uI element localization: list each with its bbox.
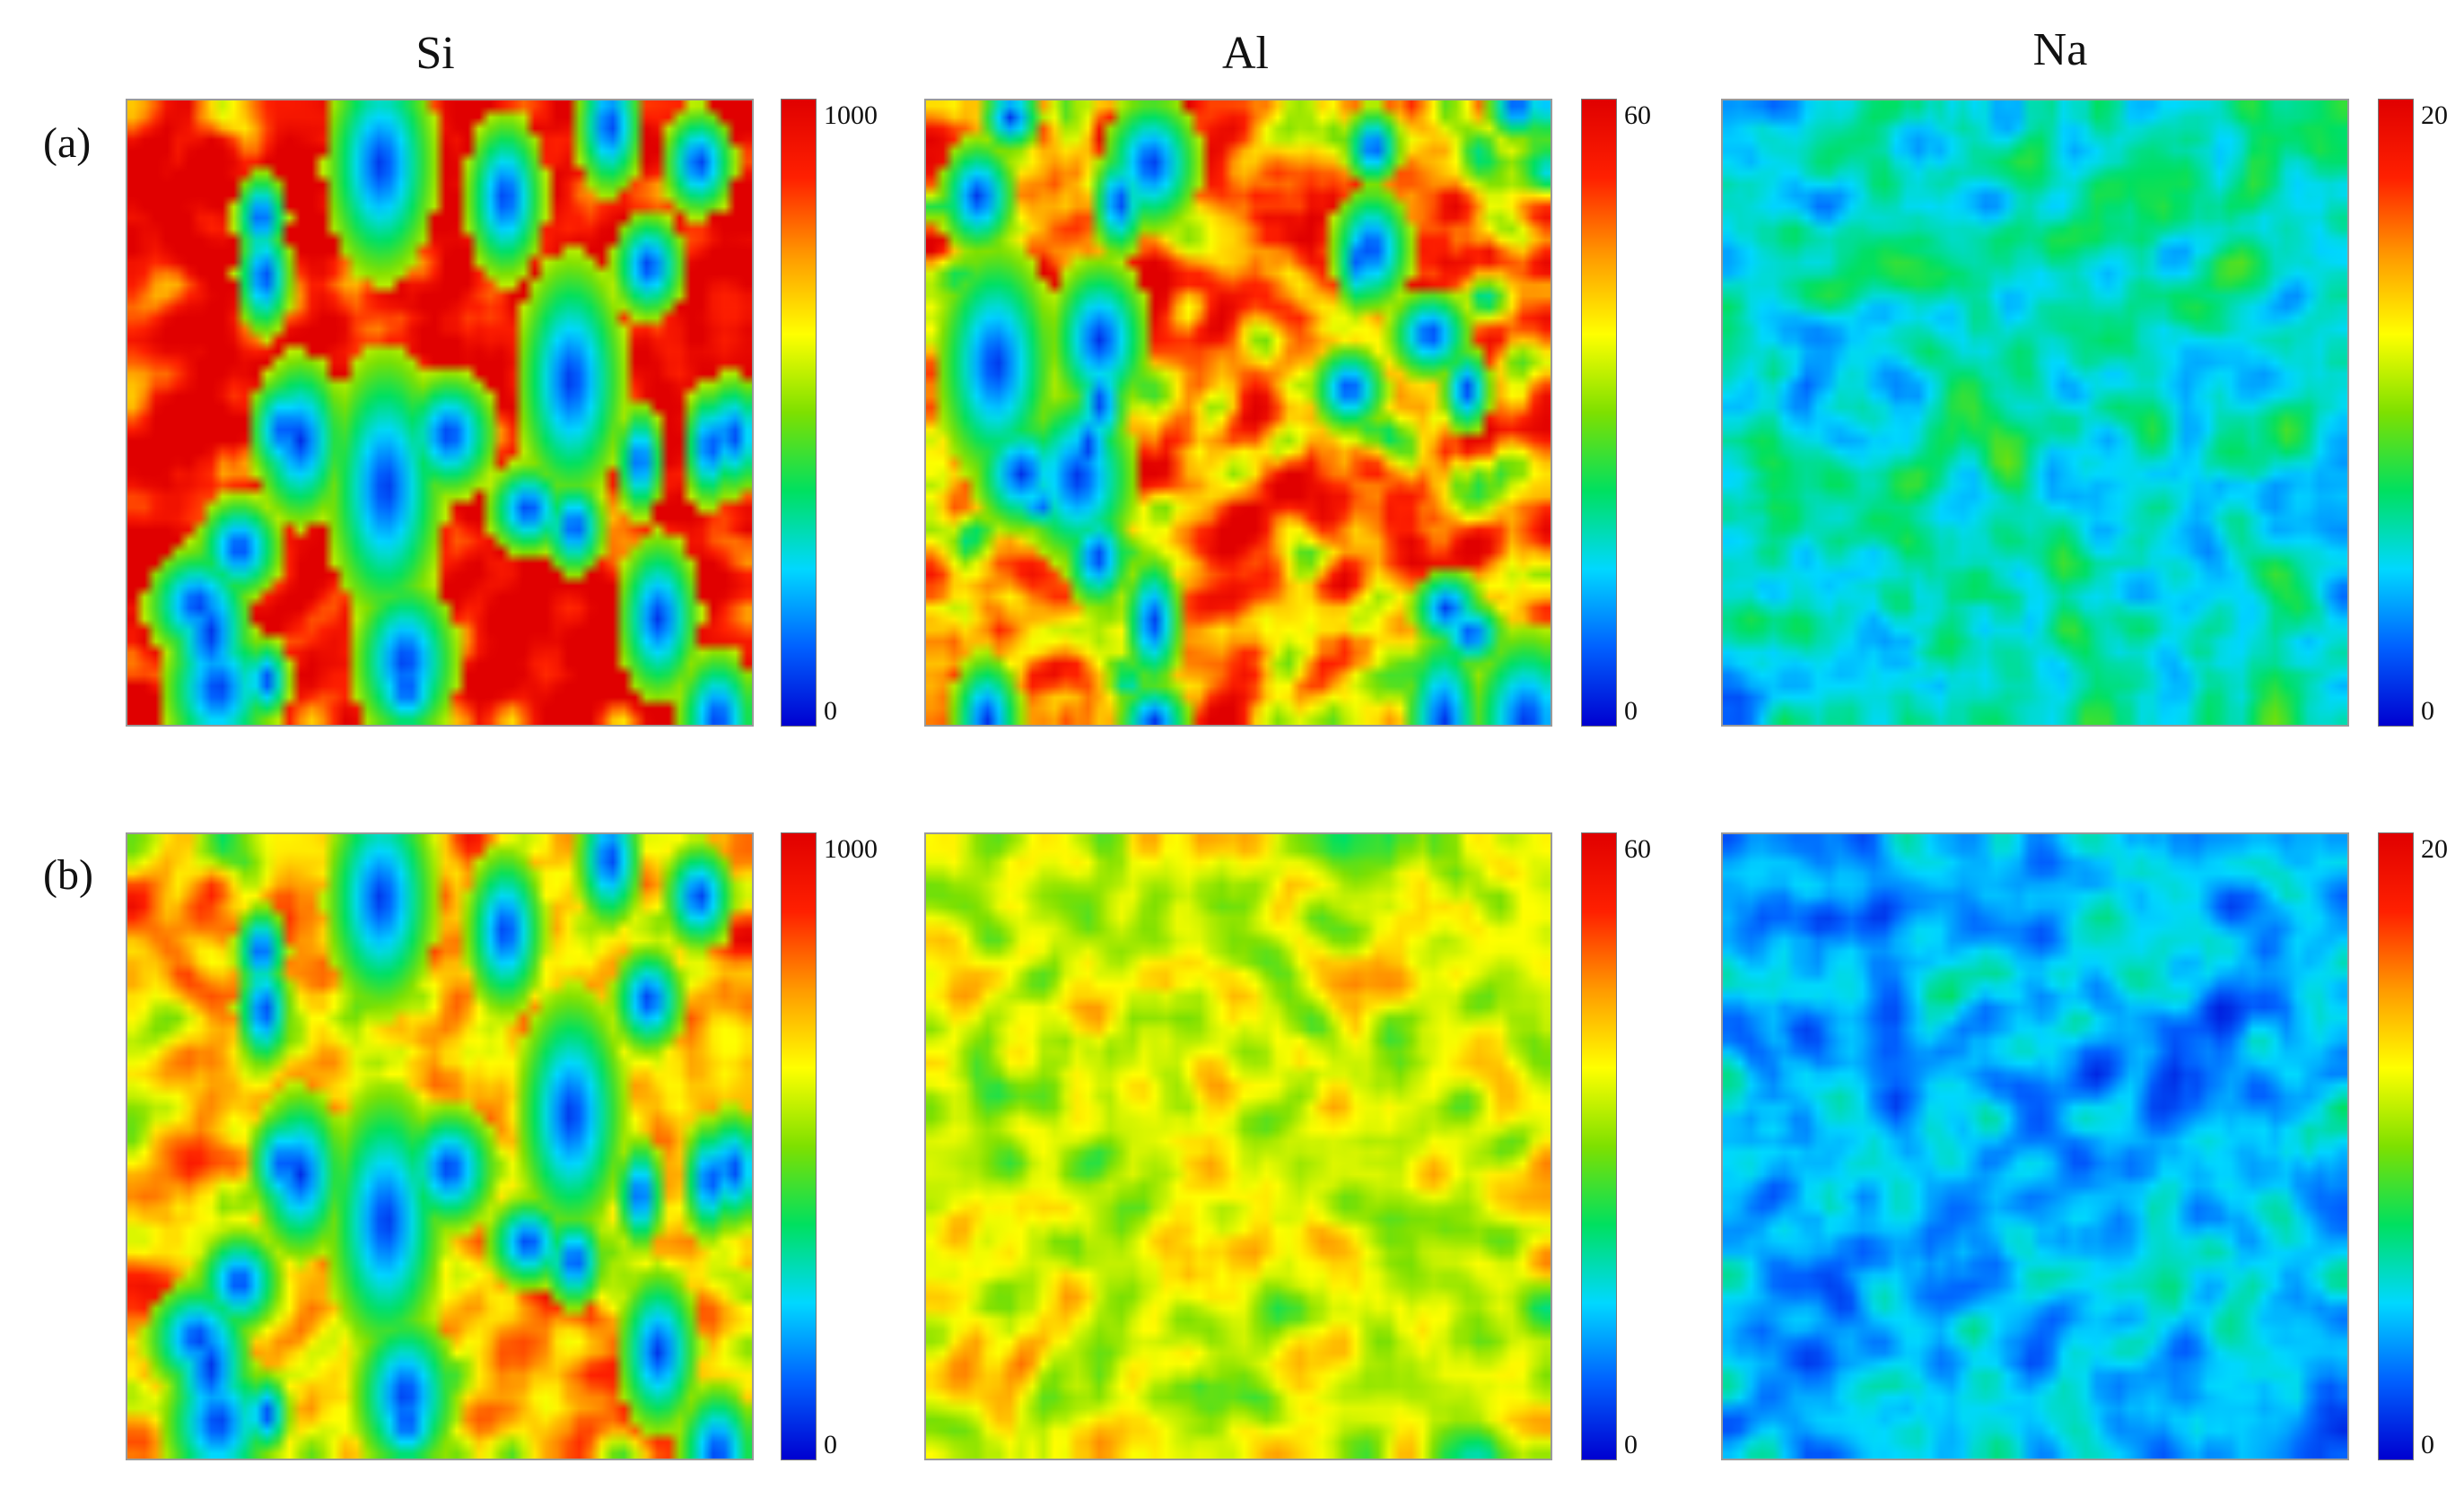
heatmap-canvas-al-b: [926, 834, 1551, 1459]
colorbar-si-b: [781, 832, 817, 1460]
heatmap-al-a: [924, 99, 1552, 727]
column-title-al: Al: [1222, 28, 1269, 79]
heatmap-si-b: [126, 832, 754, 1460]
colorbar-tick-si-b-max: 1000: [824, 834, 878, 864]
colorbar-na-b: [2378, 832, 2414, 1460]
heatmap-na-a: [1721, 99, 2349, 727]
colorbar-tick-al-a-max: 60: [1624, 100, 1651, 130]
heatmap-al-b: [924, 832, 1552, 1460]
colorbar-tick-si-a-min: 0: [824, 696, 837, 726]
column-title-si: Si: [415, 28, 455, 79]
colorbar-tick-na-b-max: 20: [2421, 834, 2448, 864]
colorbar-tick-si-a-max: 1000: [824, 100, 878, 130]
colorbar-tick-na-a-min: 0: [2421, 696, 2434, 726]
colorbar-tick-na-b-min: 0: [2421, 1430, 2434, 1459]
row-label-b: (b): [43, 851, 93, 899]
colorbar-si-a: [781, 99, 817, 727]
heatmap-na-b: [1721, 832, 2349, 1460]
colorbar-al-b: [1581, 832, 1617, 1460]
colorbar-tick-si-b-min: 0: [824, 1430, 837, 1459]
row-label-a: (a): [43, 119, 92, 167]
colorbar-tick-na-a-max: 20: [2421, 100, 2448, 130]
colorbar-al-a: [1581, 99, 1617, 727]
heatmap-canvas-na-a: [1723, 100, 2347, 725]
heatmap-canvas-si-b: [127, 834, 752, 1459]
heatmap-canvas-na-b: [1723, 834, 2347, 1459]
heatmap-canvas-si-a: [127, 100, 752, 725]
colorbar-na-a: [2378, 99, 2414, 727]
colorbar-tick-al-b-max: 60: [1624, 834, 1651, 864]
heatmap-si-a: [126, 99, 754, 727]
colorbar-tick-al-a-min: 0: [1624, 696, 1638, 726]
colorbar-tick-al-b-min: 0: [1624, 1430, 1638, 1459]
column-title-na: Na: [2032, 24, 2088, 75]
heatmap-canvas-al-a: [926, 100, 1551, 725]
